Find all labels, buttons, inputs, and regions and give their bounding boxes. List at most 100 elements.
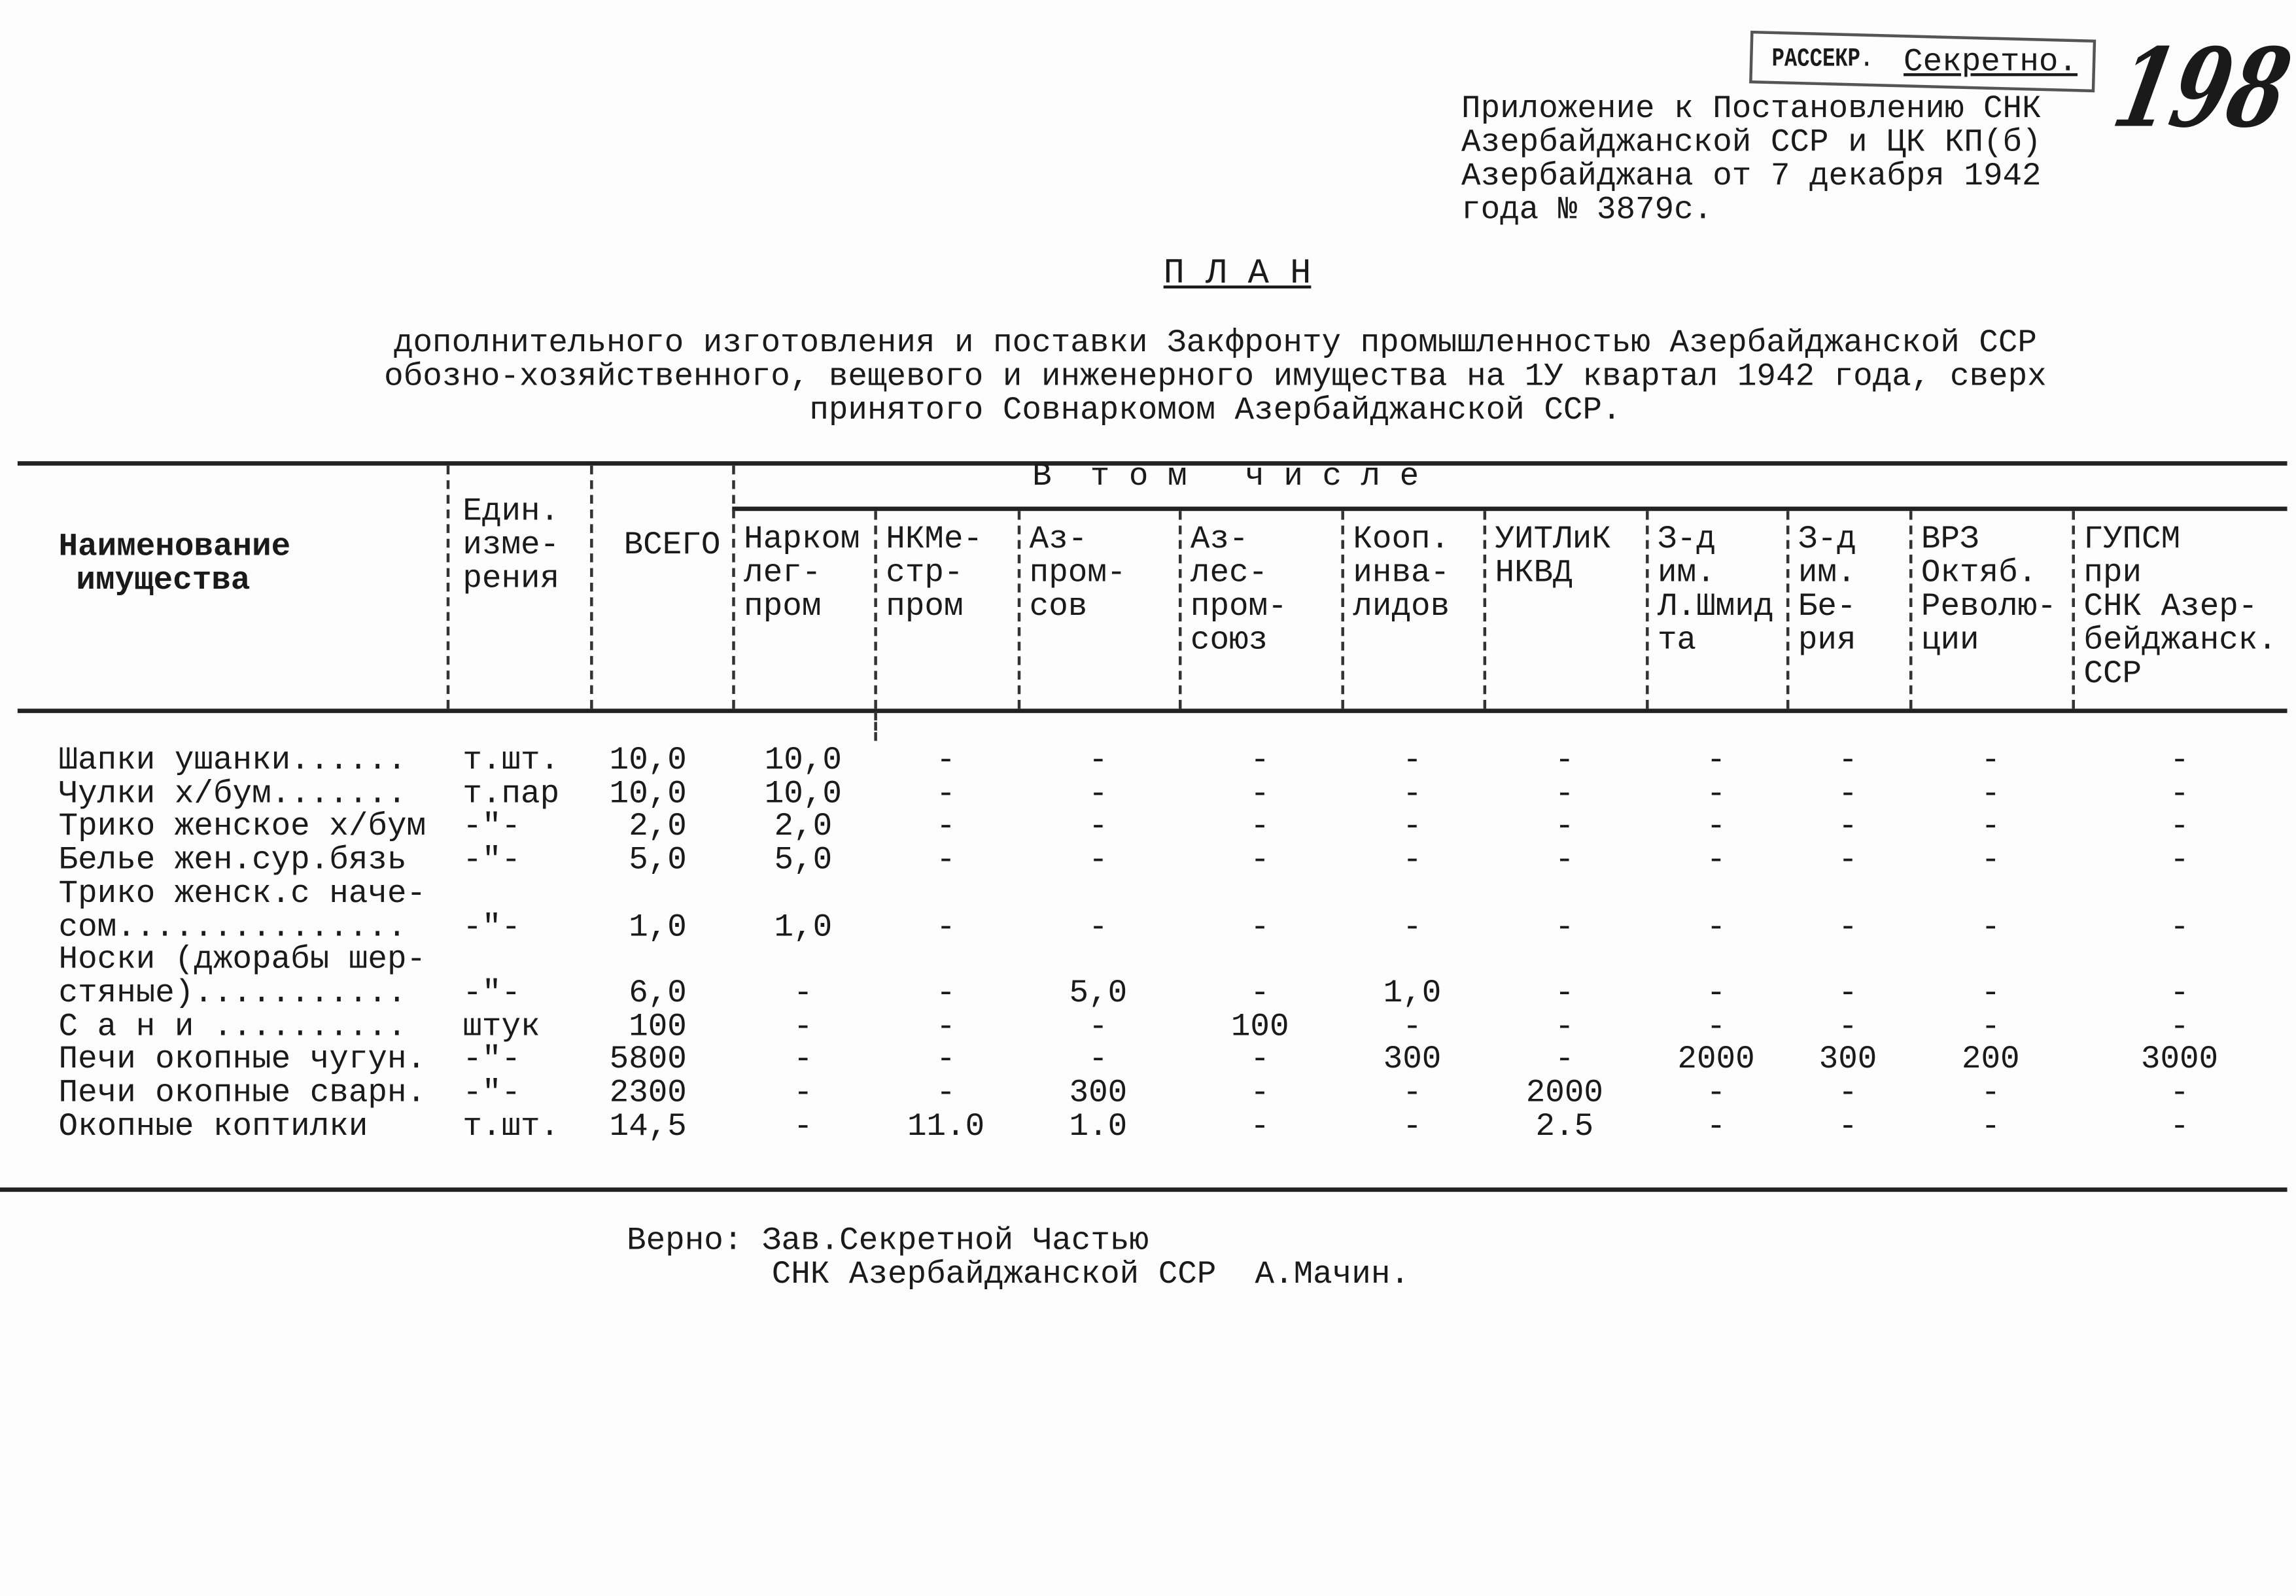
header-name-2: имущества [76,562,251,599]
column-divider [446,465,450,709]
header-group: В т о м ч и с л е [1032,458,1419,495]
column-header-3: пром- [1029,555,1126,592]
row-value: - [1555,842,1574,879]
row-value: - [936,1075,956,1112]
row-total: 5,0 [629,842,687,879]
row-value: 3000 [2140,1041,2219,1079]
row-name: Трико женск.с наче- [58,875,426,912]
row-unit: т.пар [462,775,560,812]
row-name: Шапки ушанки...... [58,742,407,779]
row-value: - [793,1075,813,1112]
row-value: - [1838,1107,1858,1145]
row-value: - [1555,775,1574,812]
row-value: - [1555,1008,1574,1045]
row-name: Носки (джорабы шер- [58,941,426,979]
column-header-8: рия [1798,622,1856,659]
column-header-7: та [1657,622,1697,659]
column-header-6: УИТЛиК [1495,521,1611,558]
row-value: 1,0 [774,908,833,945]
column-header-8: им. [1798,555,1856,592]
row-value: - [793,975,813,1012]
column-divider [874,511,877,709]
column-header-2: НКМе- [886,521,983,558]
row-value: - [1250,1041,1270,1079]
row-value: - [1981,1075,2001,1112]
row-value: - [1838,842,1858,879]
row-value: - [1250,842,1270,879]
group-header-rule [732,506,2287,512]
column-header-6: НКВД [1495,555,1573,592]
appendix-line-3: Азербайджана от 7 декабря 1942 [1461,158,2042,195]
row-value: - [1250,908,1270,945]
row-name: Печи окопные сварн. [58,1075,426,1112]
column-header-8: З-д [1798,521,1856,558]
column-header-1: пром [744,588,822,625]
row-unit: -"- [462,1041,521,1079]
row-value: - [1706,1008,1726,1045]
row-value: 300 [1383,1041,1442,1079]
row-unit: т.шт. [462,1107,560,1145]
table-top-rule [17,461,2287,466]
row-value: - [936,775,956,812]
row-unit: штук [462,1008,540,1045]
row-value: - [1981,1107,2001,1145]
stamp-declassified: РАССЕКР. [1771,45,1873,75]
row-value: - [936,742,956,779]
row-unit: -"- [462,842,521,879]
row-value: 2000 [1525,1075,1603,1112]
row-value: - [2170,775,2189,812]
column-header-3: Аз- [1029,521,1088,558]
row-value: 300 [1818,1041,1877,1079]
row-value: 200 [1961,1041,2020,1079]
row-value: - [1402,1075,1422,1112]
row-value: - [936,1008,956,1045]
column-header-1: Нарком [744,521,860,558]
row-value: - [936,908,956,945]
row-value: - [1838,1075,1858,1112]
footer-attestation: Верно: Зав.Секретной Частью [627,1223,1149,1260]
row-value: - [1402,742,1422,779]
column-divider [2072,511,2075,709]
row-value: - [2170,1008,2189,1045]
column-header-10: ССР [2083,655,2142,693]
column-divider [1017,511,1021,709]
row-value: 100 [1230,1008,1289,1045]
row-value: 2000 [1677,1041,1755,1079]
row-value: - [1250,775,1270,812]
row-total: 5800 [609,1041,687,1079]
row-name: сом............... [58,908,407,945]
row-value: - [1706,975,1726,1012]
column-header-10: ГУПСМ [2083,521,2181,558]
row-value: - [1981,808,2001,846]
column-header-4: союз [1190,622,1268,659]
row-value: 1.0 [1069,1107,1128,1145]
row-value: 10,0 [764,742,842,779]
row-value: - [1088,742,1108,779]
column-header-5: лидов [1353,588,1450,625]
row-value: - [1838,1008,1858,1045]
row-value: - [1981,842,2001,879]
row-value: - [1402,908,1422,945]
appendix-line-4: года № 3879с. [1461,192,1713,229]
column-header-8: Бе- [1798,588,1856,625]
row-name: Трико женское х/бум [58,808,426,846]
column-header-7: им. [1657,555,1716,592]
row-value: - [1555,1041,1574,1079]
column-header-4: лес- [1190,555,1268,592]
row-value: - [1981,908,2001,945]
column-divider [874,711,877,741]
column-header-7: З-д [1657,521,1716,558]
row-value: - [1555,742,1574,779]
row-unit: -"- [462,908,521,945]
row-value: - [1402,775,1422,812]
row-value: - [1088,1008,1108,1045]
column-header-5: инва- [1353,555,1450,592]
column-header-4: пром- [1190,588,1287,625]
row-value: - [2170,808,2189,846]
column-header-10: СНК Азер- [2083,588,2258,625]
column-header-9: ВРЗ [1921,521,1979,558]
row-value: - [1250,1075,1270,1112]
column-header-9: Револю- [1921,588,2057,625]
row-value: - [1402,808,1422,846]
row-name: стяные)........... [58,975,407,1012]
